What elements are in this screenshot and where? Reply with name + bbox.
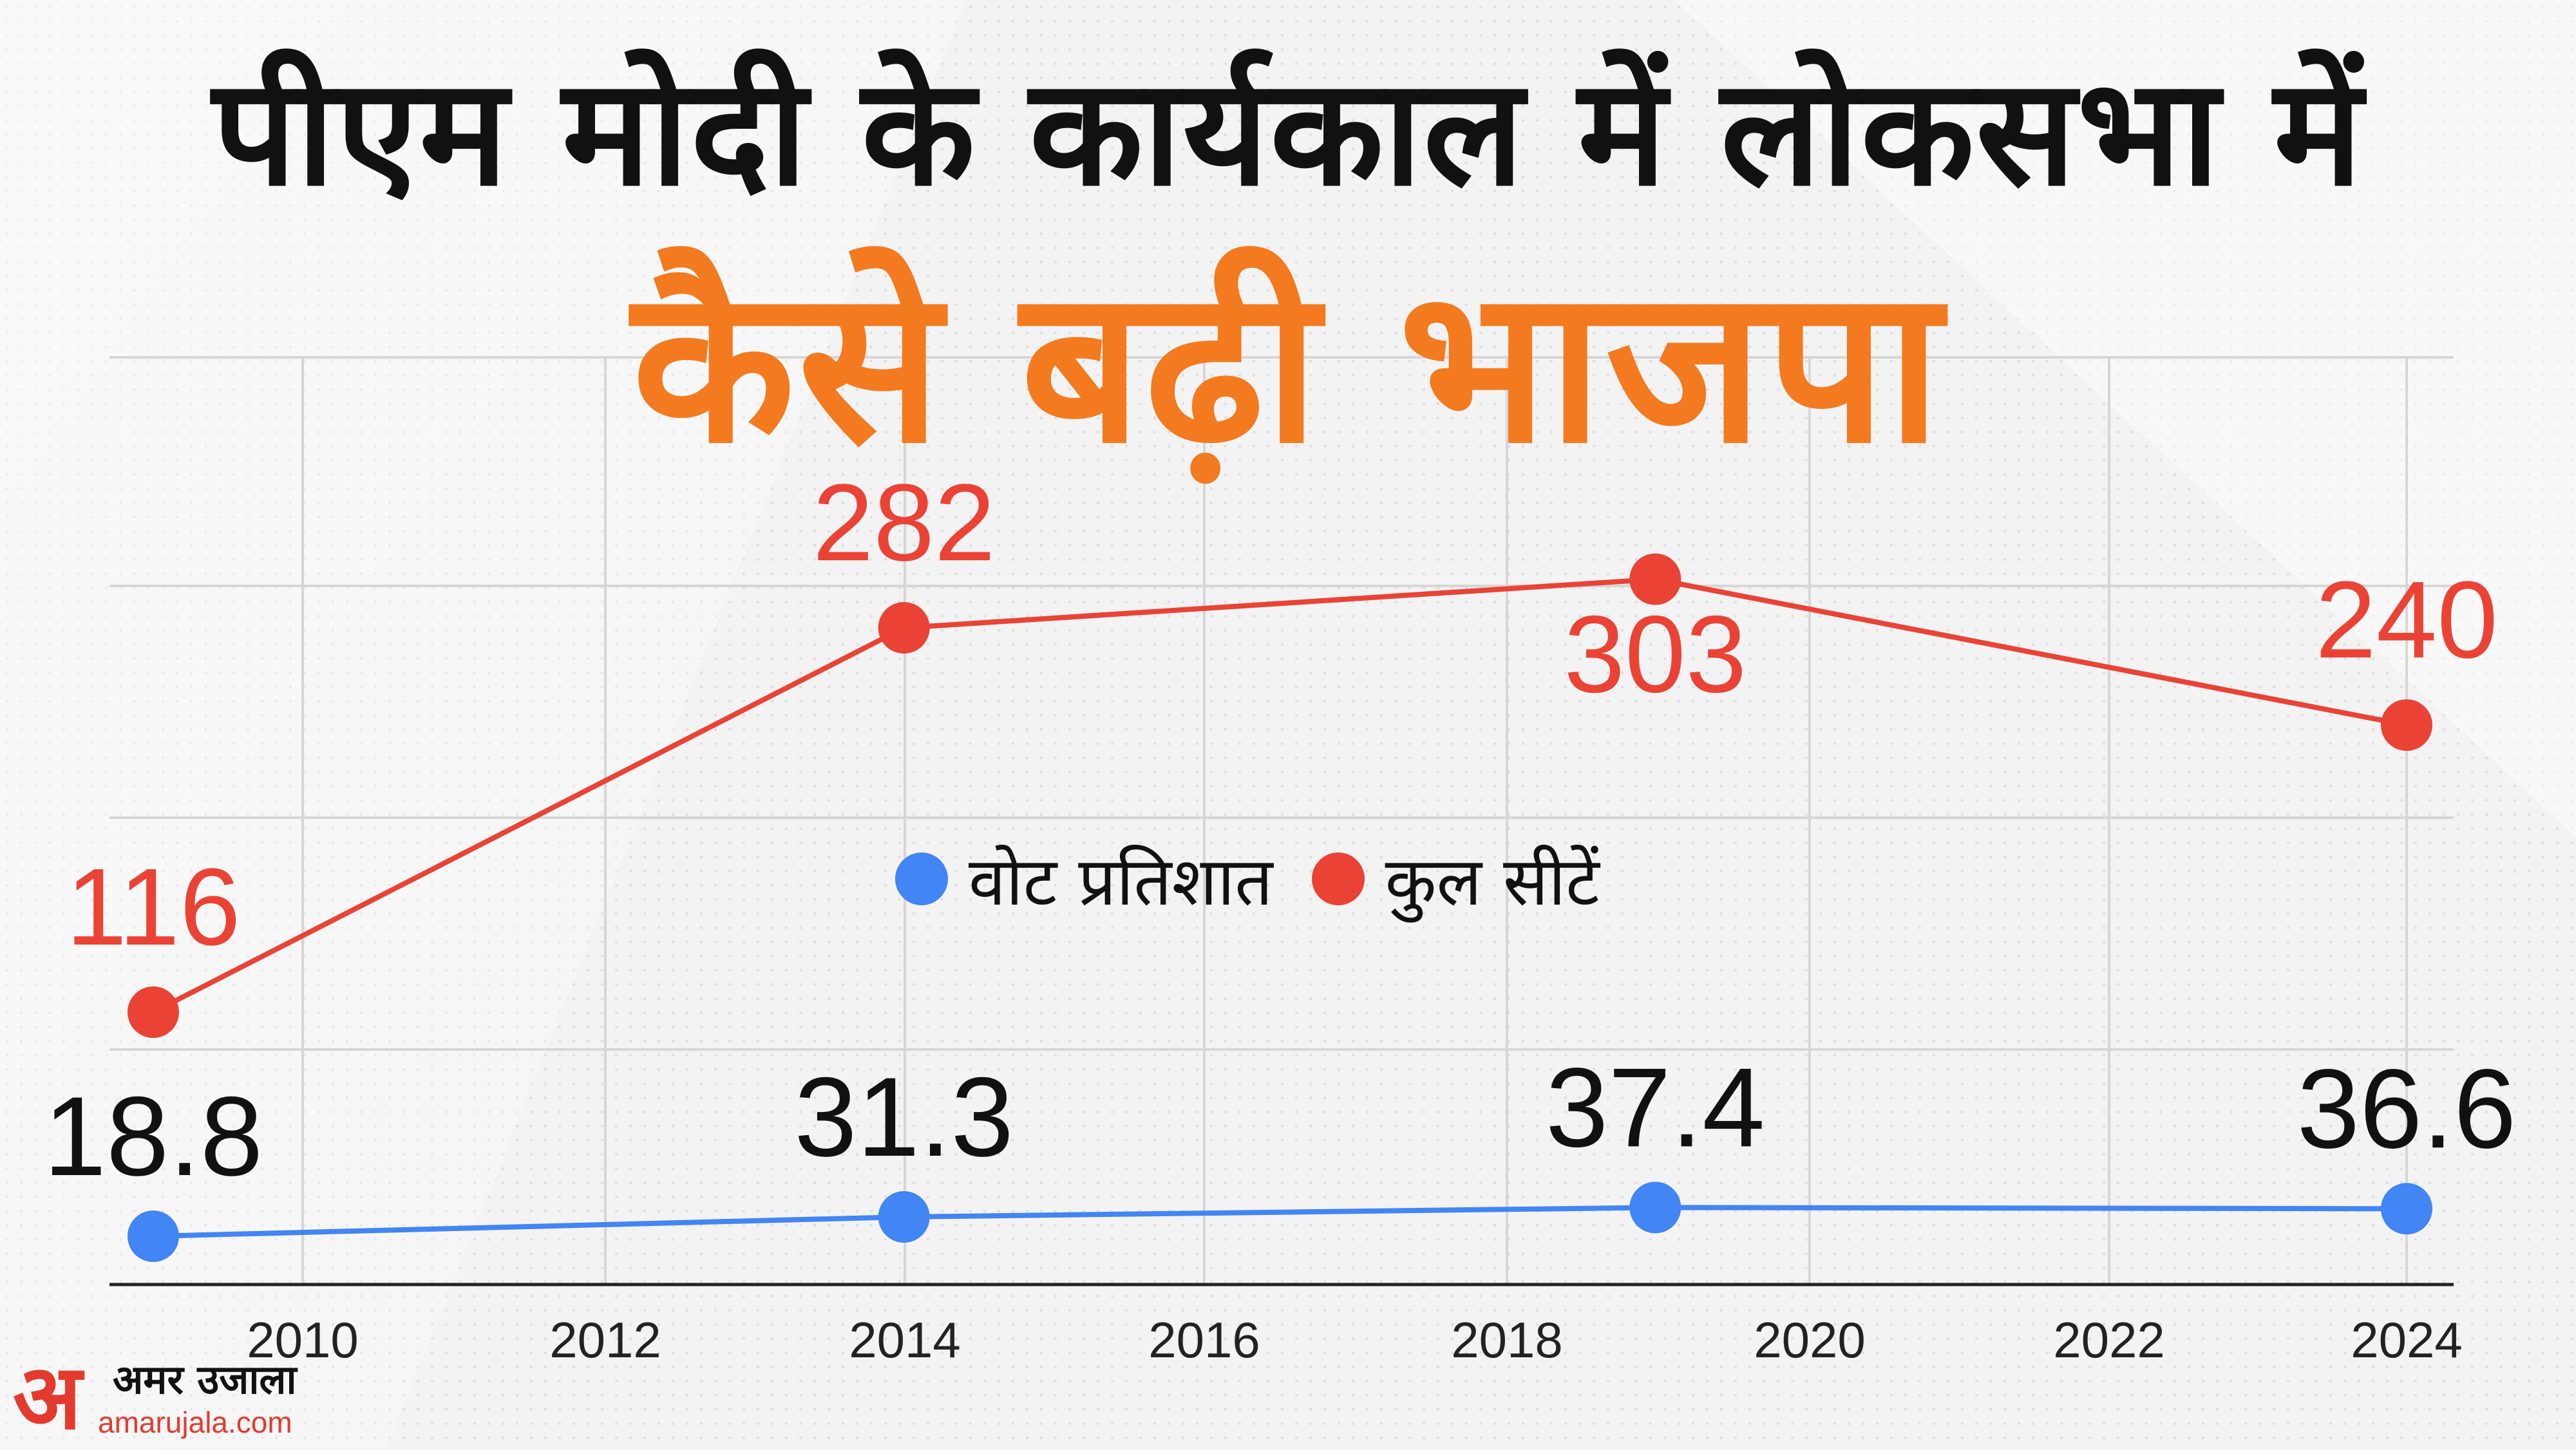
votes-data-label-2009: 18.8 — [44, 1074, 263, 1200]
votes-line — [153, 1205, 2407, 1239]
votes-data-label-2014: 31.3 — [794, 1055, 1014, 1180]
votes-point-2014 — [878, 1191, 930, 1243]
seats-data-label-2009: 116 — [66, 846, 240, 968]
legend-label-votes: वोट प्रतिशात — [969, 842, 1273, 921]
x-tick-label-2016: 2016 — [1148, 1312, 1260, 1368]
logo-name: अमर उजाला — [113, 1356, 297, 1403]
chart-legend: वोट प्रतिशात कुल सीटें — [895, 837, 1638, 921]
seats-line — [152, 576, 2407, 1015]
x-axis: 2010 2012 2014 2016 2018 2020 2022 2024 — [109, 1283, 2463, 1368]
votes-point-2009 — [128, 1210, 179, 1262]
series-lines — [152, 576, 2407, 1239]
seats-point-2019 — [1629, 553, 1681, 605]
x-tick-label-2014: 2014 — [849, 1312, 961, 1368]
logo-url: amarujala.com — [98, 1406, 292, 1439]
x-tick-label-2018: 2018 — [1451, 1312, 1563, 1368]
seats-point-2024 — [2381, 699, 2432, 751]
seats-data-label-2019: 303 — [1564, 594, 1747, 716]
chart-title-line-2: कैसे बढ़ी भाजपा — [632, 243, 1944, 490]
votes-point-2019 — [1629, 1182, 1681, 1234]
logo-mark-icon: अ — [13, 1344, 82, 1450]
publisher-logo: अ अमर उजाला amarujala.com — [13, 1352, 322, 1442]
legend-item-votes: वोट प्रतिशात — [895, 834, 1273, 925]
chart-grid — [109, 356, 2454, 1285]
data-labels: 116 282 303 240 18.8 31.3 37.4 36.6 — [44, 462, 2517, 1200]
seats-point-2014 — [878, 602, 930, 654]
votes-data-label-2019: 37.4 — [1546, 1045, 1765, 1171]
x-tick-label-2020: 2020 — [1754, 1312, 1866, 1368]
seats-data-label-2014: 282 — [813, 462, 996, 584]
x-tick-label-2024: 2024 — [2351, 1312, 2463, 1368]
x-tick-label-2012: 2012 — [549, 1312, 661, 1368]
legend-item-seats: कुल सीटें — [1311, 834, 1600, 925]
x-tick-label-2010: 2010 — [247, 1312, 359, 1368]
series-points — [128, 553, 2432, 1262]
legend-label-seats: कुल सीटें — [1385, 842, 1600, 921]
seats-point-2009 — [128, 986, 179, 1038]
chart-title-line-1: पीएम मोदी के कार्यकाल में लोकसभा में — [212, 47, 2364, 219]
votes-point-2024 — [2381, 1183, 2432, 1235]
x-tick-label-2022: 2022 — [2053, 1312, 2165, 1368]
seats-data-label-2024: 240 — [2315, 559, 2498, 681]
votes-data-label-2024: 36.6 — [2297, 1046, 2517, 1172]
legend-dot-votes-icon — [895, 852, 948, 905]
legend-dot-seats-icon — [1311, 852, 1365, 905]
